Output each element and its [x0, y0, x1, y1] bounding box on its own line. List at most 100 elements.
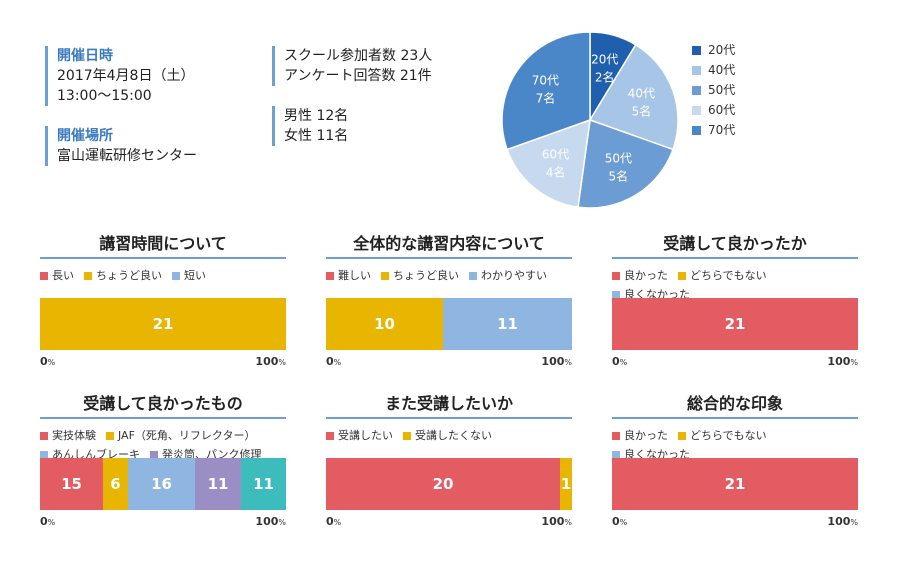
pie-slice-value-0: 2名 — [595, 69, 615, 84]
bar-segment: 11 — [195, 458, 241, 510]
axis-min-label: 0% — [40, 515, 56, 528]
legend-swatch — [612, 272, 620, 280]
panel-legend: 良かった どちらでもない 良くなかった — [612, 269, 858, 307]
legend-item: わかりやすい — [469, 269, 547, 283]
legend-label: 実技体験 — [52, 429, 96, 442]
panel-legend: 長い ちょうど良い 短い — [40, 269, 286, 288]
pie-slice-value-2: 5名 — [609, 169, 629, 184]
bar-segment: 6 — [103, 458, 128, 510]
stacked-bar: 21 — [612, 458, 858, 510]
panel-legend: 良かった どちらでもない 良くなかった — [612, 429, 858, 467]
legend-swatch — [403, 432, 411, 440]
axis-min-label: 0% — [326, 515, 342, 528]
legend-item: 受講したくない — [403, 429, 492, 443]
legend-item: どちらでもない — [678, 429, 767, 443]
legend-label: あんしんブレーキ — [52, 448, 140, 461]
legend-label: 受講したい — [338, 429, 393, 442]
event-date-title: 開催日時 — [57, 48, 113, 64]
legend-label: JAF（死角、リフレクター） — [118, 429, 256, 442]
panel-was-it-good: 受講して良かったか 良かった どちらでもない 良くなかった 21 0% 100% — [612, 230, 858, 368]
legend-swatch — [84, 272, 92, 280]
responses-count: アンケート回答数 21件 — [284, 68, 432, 84]
legend-swatch — [40, 432, 48, 440]
legend-label: 短い — [184, 269, 206, 282]
event-venue-title: 開催場所 — [57, 128, 113, 144]
pie-legend-item-4: 70代 — [692, 120, 735, 140]
bar-segment: 21 — [40, 298, 286, 350]
legend-swatch — [612, 291, 620, 299]
legend-label: 良くなかった — [624, 448, 690, 461]
pie-legend-item-2: 50代 — [692, 80, 735, 100]
pie-legend-label: 20代 — [708, 43, 736, 57]
panel-title: 総合的な印象 — [612, 390, 858, 419]
panel-overall-content: 全体的な講習内容について難しい ちょうど良い わかりやすい 10 11 0% 100% — [326, 230, 572, 368]
axis-max-label: 100% — [827, 355, 858, 368]
legend-label: 難しい — [338, 269, 371, 282]
pie-legend-label: 70代 — [708, 123, 736, 137]
axis-min-label: 0% — [612, 515, 628, 528]
legend-swatch — [612, 451, 620, 459]
bar-segment: 21 — [612, 298, 858, 350]
axis-min-label: 0% — [612, 355, 628, 368]
pie-slice-label-2: 50代 — [605, 152, 632, 166]
panel-title: 全体的な講習内容について — [326, 230, 572, 259]
legend-item: 短い — [172, 269, 206, 283]
bar-segment: 21 — [612, 458, 858, 510]
stacked-bar: 21 — [40, 298, 286, 350]
gender-block: 男性 12名 女性 11名 — [272, 106, 348, 146]
legend-label: わかりやすい — [481, 269, 547, 282]
axis-max-label: 100% — [541, 355, 572, 368]
legend-label: 発炎筒、パンク修理 — [162, 448, 262, 461]
legend-swatch — [469, 272, 477, 280]
legend-swatch — [106, 432, 114, 440]
attendance-block: スクール参加者数 23人 アンケート回答数 21件 — [272, 46, 432, 86]
legend-item: 難しい — [326, 269, 371, 283]
axis-max-label: 100% — [255, 515, 286, 528]
legend-item: 実技体験 — [40, 429, 96, 443]
axis-max-label: 100% — [541, 515, 572, 528]
axis-max-label: 100% — [255, 355, 286, 368]
bar-segment: 10 — [326, 298, 443, 350]
event-venue-block: 開催場所 富山運転研修センター — [45, 126, 197, 166]
pie-slice-label-3: 60代 — [542, 147, 569, 161]
legend-swatch — [678, 432, 686, 440]
pie-legend-swatch — [692, 65, 701, 75]
legend-label: ちょうど良い — [393, 269, 459, 282]
bar-segment: 16 — [128, 458, 195, 510]
pie-legend-item-1: 40代 — [692, 60, 735, 80]
panel-attend-again: また受講したいか 受講したい 受講したくない 20 1 0% 100% — [326, 390, 572, 528]
legend-item: 良くなかった — [612, 448, 690, 462]
female-count: 女性 11名 — [284, 128, 349, 144]
pie-legend-item-0: 20代 — [692, 40, 735, 60]
legend-swatch — [40, 272, 48, 280]
legend-swatch — [326, 272, 334, 280]
pie-slice-label-1: 40代 — [628, 87, 655, 101]
legend-item: 発炎筒、パンク修理 — [150, 448, 262, 462]
axis-min-label: 0% — [326, 355, 342, 368]
legend-item: JAF（死角、リフレクター） — [106, 429, 255, 443]
legend-item: 良かった — [612, 429, 668, 443]
participants-count: スクール参加者数 23人 — [284, 48, 433, 64]
pie-slice-value-3: 4名 — [546, 164, 566, 179]
pie-slice-4 — [501, 31, 591, 151]
legend-item: どちらでもない — [678, 269, 767, 283]
legend-label: 長い — [52, 269, 74, 282]
axis-min-label: 0% — [40, 355, 56, 368]
legend-label: ちょうど良い — [96, 269, 162, 282]
panel-good-items: 受講して良かったもの 実技体験 JAF（死角、リフレクター） あんしんブレーキ 発炎筒、… — [40, 390, 286, 528]
pie-slice-label-4: 70代 — [532, 74, 559, 88]
legend-swatch — [40, 451, 48, 459]
legend-item: 良くなかった — [612, 288, 690, 302]
legend-item: 受講したい — [326, 429, 393, 443]
legend-swatch — [612, 432, 620, 440]
pie-slice-label-0: 20代 — [591, 52, 618, 66]
pie-legend-label: 40代 — [708, 63, 736, 77]
bar-segment: 11 — [443, 298, 572, 350]
legend-swatch — [150, 451, 158, 459]
event-date-block: 開催日時 2017年4月8日（土） 13:00〜15:00 — [45, 46, 194, 106]
legend-label: どちらでもない — [690, 429, 767, 442]
age-pie-chart: 20代 2名 40代 5名 50代 5名 60代 4名 70代 7名 — [501, 31, 679, 209]
bar-segment: 1 — [560, 458, 572, 510]
male-count: 男性 12名 — [284, 108, 349, 124]
event-time-value: 13:00〜15:00 — [57, 88, 152, 104]
